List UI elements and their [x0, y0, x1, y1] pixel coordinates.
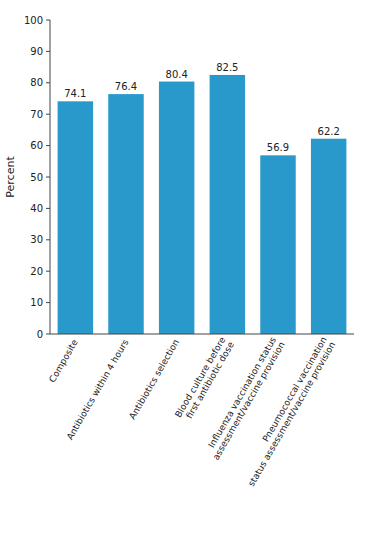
y-tick-label: 70	[30, 109, 43, 120]
y-tick-label: 10	[30, 297, 43, 308]
bar	[108, 94, 143, 334]
x-tick-label-line: status assessment/vaccine provision	[246, 340, 337, 488]
y-tick	[46, 334, 50, 335]
data-label: 82.5	[216, 62, 238, 73]
y-tick	[46, 302, 50, 303]
bar	[260, 155, 295, 334]
y-tick-label: 30	[30, 234, 43, 245]
y-tick-label: 60	[30, 140, 43, 151]
bars	[58, 75, 347, 334]
y-tick-label: 50	[30, 172, 43, 183]
x-tick-label: Pneumococcal vaccinationstatus assessmen…	[238, 335, 338, 488]
bar	[159, 82, 194, 334]
x-tick-label-line: Antibiotics selection	[127, 338, 181, 421]
chart-container: 74.1 76.4 80.4 82.5 56.9 62.2 0 10 20 30 40 50 60 70 8…	[0, 0, 366, 534]
x-tick-label: Antibiotics within 4 hours	[65, 337, 131, 441]
y-tick	[46, 208, 50, 209]
y-tick	[46, 20, 50, 21]
y-tick-label: 0	[37, 329, 43, 340]
y-tick-label: 80	[30, 77, 43, 88]
bar	[58, 101, 93, 334]
x-tick-label: Composite	[47, 337, 80, 384]
data-label: 56.9	[267, 142, 289, 153]
y-tick-label: 100	[24, 15, 43, 26]
y-tick-label: 90	[30, 46, 43, 57]
y-tick	[46, 271, 50, 272]
bar	[210, 75, 245, 334]
y-tick	[46, 177, 50, 178]
y-tick	[46, 114, 50, 115]
y-tick	[46, 239, 50, 240]
y-tick-label: 40	[30, 203, 43, 214]
plot-area: 74.1 76.4 80.4 82.5 56.9 62.2 0 10 20 30 40 50 60 70 8…	[4, 15, 354, 489]
data-label: 76.4	[115, 81, 137, 92]
y-tick	[46, 145, 50, 146]
y-tick	[46, 82, 50, 83]
bar	[311, 139, 346, 334]
y-axis-label: Percent	[4, 156, 17, 198]
x-tick-label-line: Pneumococcal vaccination	[260, 335, 328, 443]
data-label: 62.2	[318, 126, 340, 137]
x-tick-label-line: Antibiotics within 4 hours	[65, 337, 131, 441]
y-tick	[46, 51, 50, 52]
x-axis-line	[50, 334, 354, 335]
y-tick-label: 20	[30, 266, 43, 277]
x-tick-label: Antibiotics selection	[127, 338, 181, 421]
chart-svg: 74.1 76.4 80.4 82.5 56.9 62.2 0 10 20 30 40 50 60 70 8…	[0, 0, 366, 534]
data-label: 80.4	[166, 69, 188, 80]
x-tick-label-line: Composite	[47, 337, 80, 384]
data-label: 74.1	[64, 88, 86, 99]
